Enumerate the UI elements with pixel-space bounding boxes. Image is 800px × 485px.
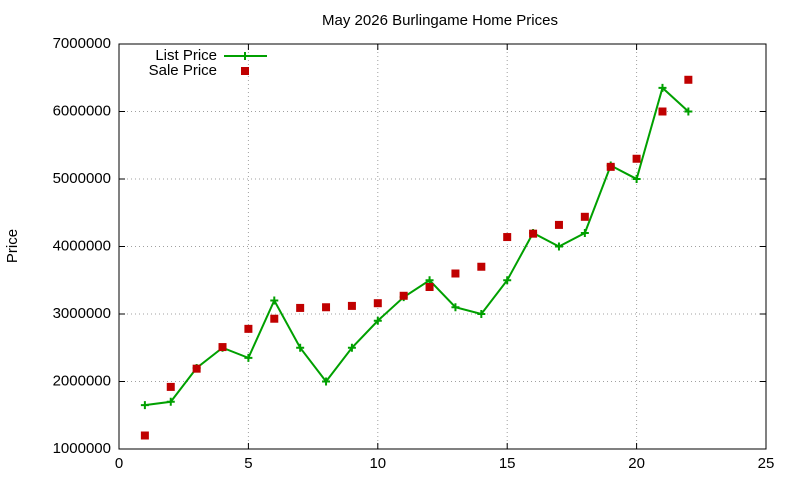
point	[658, 83, 667, 92]
point	[270, 314, 279, 323]
legend-marker	[241, 67, 249, 75]
point	[529, 229, 538, 238]
y-tick-label: 5000000	[53, 170, 111, 187]
point	[166, 382, 175, 391]
x-tick-label: 10	[369, 455, 386, 472]
point	[451, 269, 460, 278]
point	[296, 303, 305, 312]
point	[503, 233, 512, 242]
point	[140, 401, 149, 410]
point	[477, 262, 486, 271]
point	[554, 220, 563, 229]
x-tick-label: 0	[115, 455, 123, 472]
chart-title: May 2026 Burlingame Home Prices	[322, 12, 558, 29]
point	[425, 283, 434, 291]
point	[373, 299, 382, 308]
point	[373, 316, 382, 325]
point	[632, 154, 641, 163]
series-line	[144, 86, 690, 407]
y-tick-label: 1000000	[53, 440, 111, 457]
point	[554, 242, 563, 251]
point	[658, 107, 667, 116]
y-axis-label: Price	[4, 229, 21, 263]
point	[347, 301, 356, 310]
point	[244, 353, 253, 362]
legend-marker	[241, 52, 249, 60]
point	[632, 175, 641, 183]
y-tick-label: 4000000	[53, 237, 111, 254]
y-tick-label: 6000000	[53, 102, 111, 119]
point	[296, 343, 305, 352]
point	[425, 276, 434, 285]
point	[399, 291, 408, 300]
legend-label: Sale Price	[149, 62, 217, 79]
plot-border	[118, 43, 767, 450]
point	[451, 303, 460, 312]
point	[166, 397, 175, 406]
x-tick-label: 15	[499, 455, 516, 472]
point	[684, 75, 693, 84]
point	[244, 324, 253, 333]
point	[503, 276, 512, 285]
point	[580, 229, 589, 237]
point	[347, 343, 356, 352]
x-tick-label: 25	[758, 455, 775, 472]
y-tick-label: 3000000	[53, 305, 111, 322]
x-tick-label: 5	[244, 455, 252, 472]
point	[192, 364, 201, 373]
y-tick-label: 7000000	[53, 35, 111, 52]
point	[322, 303, 331, 312]
point	[580, 212, 589, 221]
y-tick-label: 2000000	[53, 372, 111, 389]
point	[140, 431, 149, 440]
point	[606, 162, 615, 171]
point	[218, 343, 227, 352]
legend-label: List Price	[155, 47, 217, 64]
x-tick-label: 20	[628, 455, 645, 472]
point	[477, 310, 486, 318]
point	[322, 377, 331, 386]
point	[270, 296, 279, 305]
point	[684, 107, 693, 116]
